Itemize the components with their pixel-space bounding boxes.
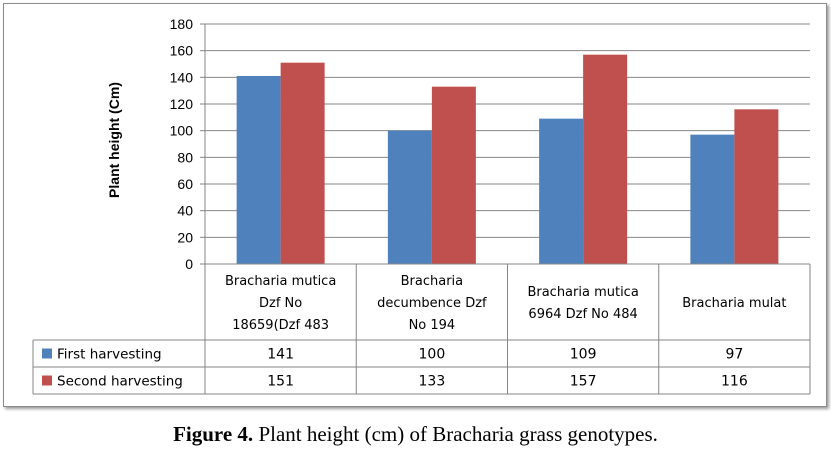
category-label: Bracharia mutica (527, 285, 638, 300)
data-label: 116 (721, 374, 748, 390)
y-tick-label: 60 (177, 176, 193, 192)
y-tick-label: 140 (170, 69, 194, 85)
category-label: Bracharia mulat (682, 296, 786, 311)
bar-2-3 (583, 54, 628, 264)
category-label: Dzf No (259, 296, 302, 311)
legend-key-2 (42, 375, 52, 386)
data-label: 151 (267, 374, 294, 390)
y-axis-label: Plant height (Cm) (106, 82, 122, 198)
bar-1-2 (387, 130, 432, 264)
data-label: 133 (419, 374, 446, 390)
legend-entry-1: First harvesting (57, 347, 162, 363)
y-tick-label: 20 (177, 229, 193, 245)
data-label: 100 (419, 347, 446, 363)
legend-entry-2: Second harvesting (57, 374, 183, 390)
data-label: 97 (725, 347, 743, 363)
y-tick-label: 180 (170, 16, 194, 32)
bar-2-4 (734, 109, 779, 264)
category-label: No 194 (409, 318, 456, 333)
y-tick-label: 160 (170, 43, 194, 59)
legend-key-1 (42, 348, 52, 359)
bar-2-1 (280, 62, 325, 264)
y-tick-label: 40 (177, 203, 193, 219)
bar-1-4 (690, 134, 735, 264)
bar-1-3 (539, 118, 584, 265)
y-tick-label: 0 (185, 256, 193, 272)
data-label: 109 (570, 347, 597, 363)
caption-text: Plant height (cm) of Bracharia grass gen… (253, 422, 658, 446)
caption-label: Figure 4. (173, 422, 254, 446)
y-tick-label: 80 (177, 149, 193, 165)
bar-1-1 (236, 76, 281, 264)
data-label: 141 (267, 347, 294, 363)
bar-chart: 0 20 40 60 80 100 120 140 160 180 Bracharia mutic… (32, 16, 811, 395)
category-label: Bracharia mutica (225, 274, 336, 289)
category-label: Bracharia (401, 274, 464, 289)
chart-frame: 0 20 40 60 80 100 120 140 160 180 Bracharia mutic… (3, 3, 827, 407)
figure-caption: Figure 4. Plant height (cm) of Bracharia… (0, 422, 831, 447)
category-label: 6964 Dzf No 484 (528, 307, 637, 322)
category-label: decumbence Dzf (377, 296, 487, 311)
y-tick-label: 120 (170, 96, 194, 112)
bar-2-2 (431, 86, 476, 265)
data-label: 157 (570, 374, 597, 390)
category-label: 18659(Dzf 483 (232, 318, 329, 333)
y-tick-label: 100 (170, 123, 194, 139)
